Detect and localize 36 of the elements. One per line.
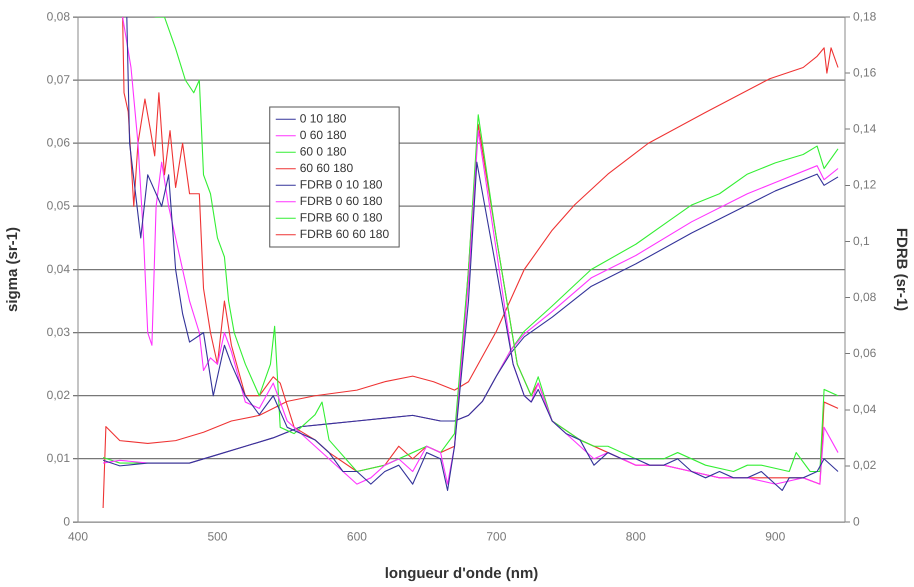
legend-label: 0 10 180	[300, 112, 347, 126]
x-tick-label: 700	[486, 530, 507, 544]
x-tick-label: 900	[765, 530, 786, 544]
y-tick-label: 0,06	[46, 136, 70, 150]
y2-tick-label: 0,06	[853, 346, 877, 360]
y2-tick-label: 0,08	[853, 290, 877, 304]
legend-label: FDRB 60 0 180	[300, 210, 383, 225]
y2-axis-title: FDRB (sr-1)	[892, 228, 910, 312]
y2-tick-label: 0,1	[853, 234, 870, 248]
y2-tick-label: 0,16	[853, 65, 877, 80]
legend-label: 60 0 180	[300, 144, 347, 159]
y-tick-label: 0,08	[46, 9, 70, 24]
y-tick-label: 0,05	[46, 198, 70, 213]
y-tick-label: 0,03	[46, 324, 70, 339]
x-tick-label: 400	[68, 530, 88, 544]
legend-label: FDRB 0 60 180	[300, 194, 383, 208]
x-tick-label: 800	[626, 530, 646, 544]
legend-label: 60 60 180	[300, 161, 354, 176]
y2-tick-label: 0,12	[853, 178, 877, 192]
y2-tick-label: 0,02	[853, 458, 877, 472]
y-tick-label: 0,04	[46, 262, 70, 276]
y2-tick-label: 0,14	[853, 122, 877, 136]
y2-tick-label: 0,04	[853, 402, 877, 416]
y-tick-label: 0,02	[46, 388, 70, 402]
legend-label: 0 60 180	[300, 128, 347, 142]
y2-tick-label: 0,18	[853, 9, 877, 24]
y2-tick-label: 0	[853, 514, 860, 528]
y-axis-title: sigma (sr-1)	[4, 226, 22, 312]
y-tick-label: 0	[63, 514, 70, 528]
legend-label: FDRB 0 10 180	[300, 178, 383, 192]
x-axis-title: longueur d'onde (nm)	[384, 565, 538, 582]
legend-label: FDRB 60 60 180	[300, 227, 390, 242]
x-tick-label: 500	[207, 530, 228, 544]
y-tick-label: 0,07	[46, 72, 70, 86]
x-tick-label: 600	[346, 530, 368, 544]
y-tick-label: 0,01	[46, 451, 70, 466]
